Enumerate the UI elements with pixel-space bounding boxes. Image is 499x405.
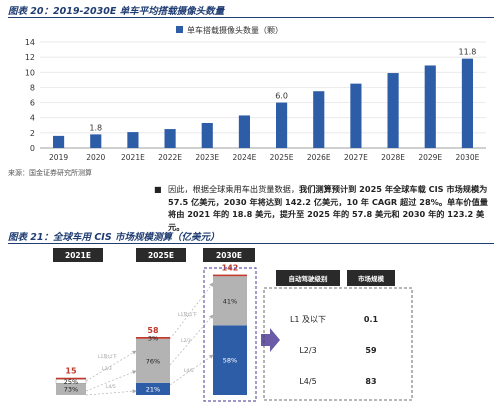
y-tick-label: 12 <box>25 53 35 62</box>
table-header-label: 自动驾驶级别 <box>289 274 329 283</box>
bar <box>238 115 250 148</box>
bar <box>53 135 65 148</box>
year-header-label: 2030E <box>216 251 242 260</box>
x-tick-label: 2020 <box>86 153 105 162</box>
stack-segment <box>136 338 170 383</box>
figure20-source: 来源：国金证券研究所测算 <box>8 169 92 177</box>
table-level-cell: L4/5 <box>299 377 316 386</box>
highlight-frame <box>203 267 257 402</box>
year-header-box <box>136 248 186 262</box>
segment-pct-label: 25% <box>64 378 78 386</box>
year-header-box <box>53 248 103 262</box>
bar <box>164 129 176 148</box>
figure20-header: 图表 20：2019-2030E 单车平均搭载摄像头数量 <box>8 2 494 18</box>
x-tick-label: 2029E <box>418 153 442 162</box>
connector-level-label: L4/5 <box>184 368 194 374</box>
segment-pct-label: 73% <box>64 386 78 394</box>
table-value-cell: 59 <box>365 346 377 355</box>
table-value-cell: 83 <box>365 377 376 386</box>
growth-connector <box>85 389 137 396</box>
table-value-cell: 0.1 <box>364 315 379 324</box>
x-tick-label: 2024E <box>233 153 257 162</box>
analysis-paragraph: ■ 因此，根据全球乘用车出货量数据，我们测算预计到 2025 年全球车载 CIS… <box>154 183 494 233</box>
y-tick-label: 6 <box>30 99 35 108</box>
x-tick-label: 2028E <box>381 153 405 162</box>
growth-connector <box>85 350 137 382</box>
year-header-label: 2021E <box>65 251 91 260</box>
data-label: 6.0 <box>275 92 288 101</box>
bar <box>424 65 436 148</box>
stack-segment <box>213 325 247 395</box>
year-header-label: 2025E <box>148 251 174 260</box>
bar <box>276 102 288 148</box>
bar <box>90 134 102 148</box>
table-level-cell: L2/3 <box>299 346 316 355</box>
paragraph-text-plain: 因此，根据全球乘用车出货量数据， <box>168 184 300 194</box>
table-header-cell <box>276 270 340 286</box>
x-tick-label: 2030E <box>456 153 480 162</box>
y-tick-label: 2 <box>30 129 35 138</box>
connector-level-label: L4/5 <box>106 384 116 390</box>
data-label: 11.8 <box>459 48 477 57</box>
x-tick-label: 2022E <box>158 153 182 162</box>
y-tick-label: 4 <box>30 114 35 123</box>
connector-level-label: L2/3 <box>181 338 191 344</box>
stack-segment <box>213 274 247 277</box>
segment-pct-label: 58% <box>223 357 237 365</box>
camera-count-bar-chart: 0 2 4 6 8 10 12 14 2019 2020 1.8 2021E 2022E 2023E 202… <box>25 25 486 162</box>
paragraph-text-bold: 我们测算预计到 2025 年全球车载 CIS 市场规模为 57.5 亿美元，20… <box>168 184 488 232</box>
growth-connector <box>169 282 214 340</box>
y-tick-label: 10 <box>25 68 35 77</box>
stack-segment <box>213 276 247 326</box>
stack-total-label: 58 <box>147 326 159 335</box>
y-tick-label: 8 <box>30 83 35 92</box>
bar <box>461 58 473 148</box>
segment-pct-label: 21% <box>146 385 160 393</box>
year-header-box <box>203 248 255 262</box>
x-tick-label: 2023E <box>195 153 219 162</box>
bullet-icon: ■ <box>154 185 162 194</box>
stack-segment <box>136 382 170 395</box>
growth-connector <box>169 314 214 366</box>
segment-pct-label: 76% <box>146 357 160 365</box>
table-header-label: 市场规模 <box>358 274 385 283</box>
bar <box>127 132 139 148</box>
data-label: 1.8 <box>89 123 102 132</box>
stack-segment <box>56 383 86 395</box>
table-header-cell <box>347 270 395 286</box>
segment-pct-label: 41% <box>223 297 237 305</box>
x-tick-label: 2026E <box>307 153 331 162</box>
growth-connector <box>169 354 214 386</box>
cis-market-diagram: 2021E 2025E 2030E73%25%1521%76%3%5858%41%1… <box>53 248 413 402</box>
y-tick-label: 14 <box>25 38 35 47</box>
bar <box>350 83 362 148</box>
figure20-title: 图表 20：2019-2030E 单车平均搭载摄像头数量 <box>8 6 225 17</box>
connector-level-label: L1及以下 <box>98 354 117 360</box>
stack-segment <box>136 337 170 339</box>
figure21-header: 图表 21：全球车用 CIS 市场规模测算（亿美元） <box>8 228 494 244</box>
growth-connector <box>85 370 137 392</box>
bar <box>387 73 399 148</box>
legend-label: 单车搭载摄像头数量（颗） <box>187 25 283 35</box>
legend-swatch <box>176 26 183 33</box>
x-tick-label: 2019 <box>49 153 68 162</box>
stack-total-label: 15 <box>65 367 77 376</box>
stack-segment <box>56 377 86 380</box>
arrow-right-icon <box>261 328 280 352</box>
bar <box>313 91 325 148</box>
x-tick-label: 2027E <box>344 153 368 162</box>
table-level-cell: L1 及以下 <box>290 315 326 324</box>
x-tick-label: 2025E <box>270 153 294 162</box>
connector-level-label: L1及以下 <box>178 312 197 318</box>
y-tick-label: 0 <box>30 144 35 153</box>
bar <box>201 123 213 148</box>
x-tick-label: 2021E <box>121 153 145 162</box>
figure21-title: 图表 21：全球车用 CIS 市场规模测算（亿美元） <box>8 232 220 243</box>
table-frame <box>263 287 413 401</box>
connector-level-label: L2/3 <box>102 366 112 372</box>
segment-pct-label: 3% <box>148 334 158 342</box>
